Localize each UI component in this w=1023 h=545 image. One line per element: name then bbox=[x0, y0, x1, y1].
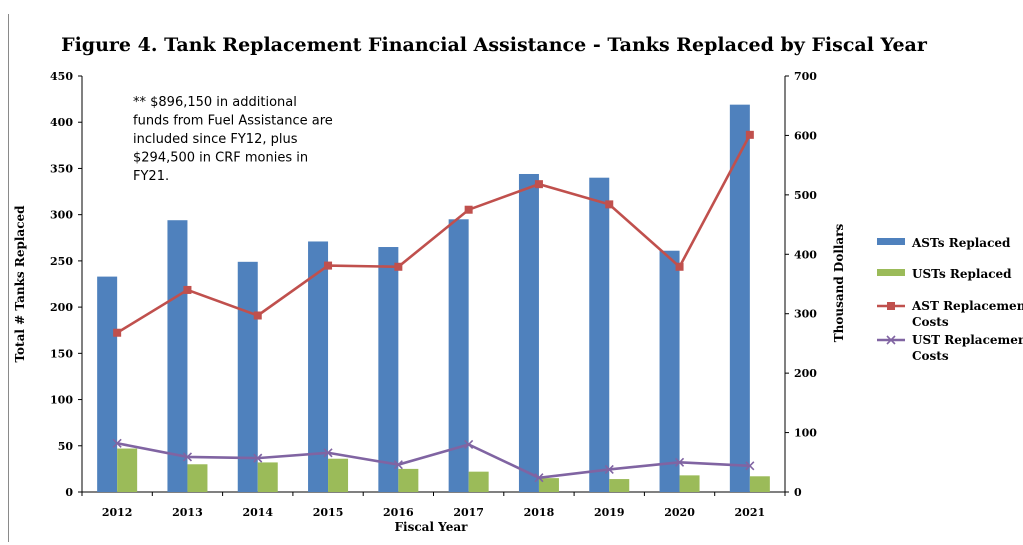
y2-tick-label: 400 bbox=[794, 248, 817, 261]
bar-usts-replaced bbox=[257, 462, 278, 492]
annotation-line: included since FY12, plus bbox=[133, 132, 298, 147]
bar-usts-replaced bbox=[468, 471, 489, 492]
plot-area: 0 50 100 150 200 250 300 350 400 450 0 100 200 300 400… bbox=[50, 70, 817, 519]
bar-usts-replaced bbox=[328, 458, 349, 492]
legend-marker bbox=[887, 302, 895, 310]
y2-tick-label: 700 bbox=[794, 70, 817, 83]
point-marker bbox=[464, 205, 473, 214]
point-marker bbox=[394, 262, 403, 271]
x-tick-label: 2020 bbox=[664, 506, 695, 519]
point-marker bbox=[675, 262, 684, 271]
y-axis-title: Total # Tanks Replaced bbox=[13, 205, 27, 363]
bar-asts-replaced bbox=[659, 250, 680, 492]
bar-asts-replaced bbox=[308, 241, 329, 492]
x-tick-label: 2014 bbox=[242, 506, 273, 519]
point-marker bbox=[745, 461, 755, 471]
x-tick-label: 2021 bbox=[735, 506, 766, 519]
legend-swatch bbox=[877, 238, 905, 245]
x-tick-label: 2016 bbox=[383, 506, 414, 519]
point-marker bbox=[323, 448, 333, 458]
legend-swatch bbox=[877, 269, 905, 276]
legend: ASTs Replaced USTs Replaced AST Replacemen… bbox=[877, 236, 1023, 363]
bar-asts-replaced bbox=[97, 276, 118, 492]
y-tick-label: 300 bbox=[50, 209, 73, 222]
y2-tick-label: 500 bbox=[794, 189, 817, 202]
x-tick-label: 2013 bbox=[172, 506, 203, 519]
point-marker bbox=[112, 438, 122, 448]
point-marker bbox=[674, 457, 685, 467]
point-marker bbox=[253, 311, 262, 320]
x-tick-label: 2019 bbox=[594, 506, 625, 519]
bar-usts-replaced bbox=[117, 448, 138, 492]
point-marker bbox=[183, 285, 192, 294]
bar-usts-replaced bbox=[609, 479, 630, 492]
y-tick-label: 100 bbox=[50, 394, 73, 407]
x-tick-label: 2015 bbox=[313, 506, 344, 519]
bar-asts-replaced bbox=[518, 173, 539, 493]
annotation-line: ** $896,150 in additional bbox=[133, 95, 297, 110]
y-tick-label: 350 bbox=[50, 162, 73, 175]
point-marker bbox=[604, 464, 614, 474]
y2-tick-label: 300 bbox=[794, 308, 817, 321]
legend-label: UST Replacement Costs bbox=[912, 333, 1023, 363]
legend-label: ASTs Replaced bbox=[911, 236, 1011, 250]
bar-asts-replaced bbox=[589, 177, 610, 492]
x-tick-label: 2018 bbox=[524, 506, 555, 519]
point-marker bbox=[605, 200, 614, 209]
line-ust-replacement-costs bbox=[116, 441, 750, 480]
bar-usts-replaced bbox=[187, 464, 208, 492]
point-marker bbox=[253, 453, 263, 463]
annotation-line: $294,500 in CRF monies in bbox=[133, 151, 308, 166]
bar-usts-replaced bbox=[749, 476, 770, 492]
legend-label: AST Replacement Costs bbox=[911, 299, 1023, 329]
point-marker bbox=[113, 328, 122, 337]
y-tick-label: 50 bbox=[58, 440, 74, 453]
y-tick-label: 0 bbox=[65, 486, 73, 499]
legend-marker bbox=[886, 335, 896, 345]
x-tick-label: 2012 bbox=[102, 506, 133, 519]
point-marker bbox=[464, 439, 474, 450]
point-marker bbox=[534, 473, 544, 483]
y-tick-label: 450 bbox=[50, 70, 73, 83]
line-ast-replacement-costs bbox=[116, 134, 751, 334]
point-marker bbox=[182, 452, 193, 462]
point-marker bbox=[393, 460, 403, 470]
bar-asts-replaced bbox=[237, 261, 258, 492]
bar-usts-replaced bbox=[538, 478, 559, 492]
page-border bbox=[8, 14, 9, 542]
legend-label: USTs Replaced bbox=[912, 267, 1012, 281]
annotation-line: funds from Fuel Assistance are bbox=[133, 114, 333, 129]
bar-usts-replaced bbox=[679, 475, 700, 492]
point-marker bbox=[324, 261, 333, 270]
bar-asts-replaced bbox=[448, 219, 469, 493]
y-tick-label: 150 bbox=[50, 347, 73, 360]
y-tick-label: 250 bbox=[50, 255, 73, 268]
y2-tick-label: 600 bbox=[794, 129, 817, 142]
y-tick-label: 200 bbox=[50, 301, 73, 314]
x-tick-label: 2017 bbox=[453, 506, 484, 519]
bar-asts-replaced bbox=[378, 247, 399, 492]
x-axis-title: Fiscal Year bbox=[395, 520, 469, 534]
point-marker bbox=[534, 180, 543, 189]
y2-tick-label: 0 bbox=[794, 486, 802, 499]
point-marker bbox=[745, 130, 754, 139]
y2-tick-label: 100 bbox=[794, 427, 817, 440]
bar-asts-replaced bbox=[167, 220, 188, 493]
y2-axis-title: Thousand Dollars bbox=[832, 223, 846, 342]
y2-tick-label: 200 bbox=[794, 367, 817, 380]
annotation-line: FY21. bbox=[133, 169, 169, 184]
bar-asts-replaced bbox=[729, 104, 750, 492]
chart-title: Figure 4. Tank Replacement Financial Ass… bbox=[61, 34, 928, 56]
bar-usts-replaced bbox=[398, 468, 419, 492]
y-tick-label: 400 bbox=[50, 116, 73, 129]
